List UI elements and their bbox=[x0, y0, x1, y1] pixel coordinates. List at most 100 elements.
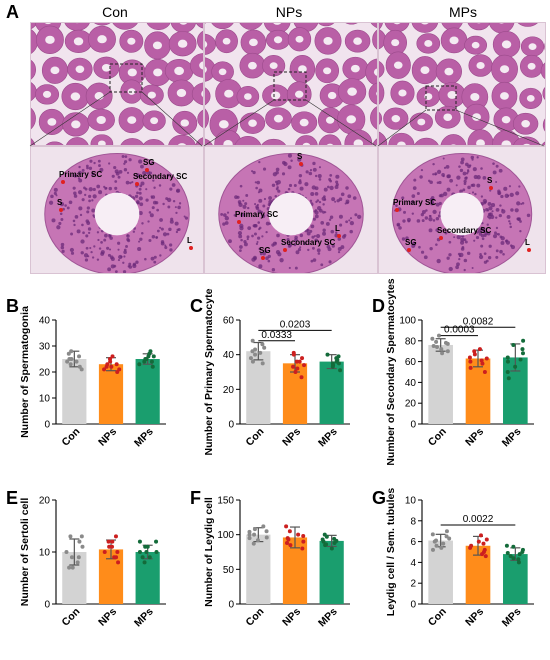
cell-nucleus bbox=[309, 199, 313, 203]
data-point bbox=[117, 367, 122, 372]
cell-nucleus bbox=[56, 225, 61, 230]
data-point bbox=[284, 524, 289, 529]
cell-nucleus bbox=[436, 258, 441, 264]
cell-nucleus bbox=[420, 168, 424, 172]
data-point bbox=[300, 356, 305, 361]
data-point bbox=[506, 376, 511, 381]
tubule-lumen bbox=[153, 68, 163, 77]
cell-nucleus bbox=[78, 170, 82, 175]
tubule-lumen bbox=[398, 89, 407, 97]
cell-nucleus bbox=[242, 204, 247, 209]
tubule-lumen bbox=[528, 43, 537, 51]
cell-nucleus bbox=[124, 155, 128, 159]
x-tick-label: Con bbox=[60, 606, 83, 629]
cell-nucleus bbox=[123, 162, 126, 165]
cell-nucleus bbox=[147, 220, 150, 223]
data-point bbox=[481, 541, 486, 546]
cell-nucleus bbox=[247, 226, 252, 231]
cell-nucleus bbox=[281, 172, 286, 176]
data-point bbox=[247, 532, 252, 537]
y-tick-label: 150 bbox=[217, 496, 234, 507]
cell-nucleus bbox=[328, 178, 332, 181]
cell-nucleus bbox=[257, 236, 261, 240]
cell-nucleus bbox=[477, 229, 482, 233]
cell-nucleus bbox=[272, 172, 277, 177]
cell-nucleus bbox=[330, 229, 335, 234]
cell-nucleus bbox=[108, 248, 112, 251]
data-point bbox=[252, 527, 257, 532]
data-point bbox=[107, 357, 112, 361]
tubule-lumen bbox=[101, 63, 111, 72]
cell-nucleus bbox=[129, 181, 132, 185]
data-point bbox=[151, 354, 156, 359]
tubule-lumen bbox=[417, 118, 426, 126]
x-tick-label: Con bbox=[426, 606, 449, 629]
data-point bbox=[69, 357, 74, 361]
cell-nucleus bbox=[139, 237, 143, 241]
data-point bbox=[64, 550, 69, 554]
tubule-lumen bbox=[179, 23, 188, 25]
data-point bbox=[301, 534, 306, 539]
cell-nucleus bbox=[244, 202, 248, 206]
cell-nucleus bbox=[114, 169, 119, 174]
cell-nucleus bbox=[482, 175, 487, 180]
cell-nucleus bbox=[428, 214, 431, 218]
cell-nucleus bbox=[317, 252, 321, 255]
cell-nucleus bbox=[262, 251, 266, 256]
cell-nucleus bbox=[138, 196, 143, 201]
cell-nucleus bbox=[73, 194, 78, 198]
cell-nucleus bbox=[507, 194, 510, 197]
cell-nucleus bbox=[138, 191, 142, 195]
cell-marker bbox=[61, 180, 65, 184]
label-secondary-sc: Secondary SC bbox=[437, 226, 491, 235]
cell-nucleus bbox=[51, 218, 56, 223]
cell-nucleus bbox=[258, 264, 263, 269]
tubule-lumen bbox=[249, 38, 258, 47]
cell-nucleus bbox=[224, 216, 230, 221]
tubule-lumen bbox=[373, 68, 377, 76]
cell-nucleus bbox=[314, 238, 319, 243]
y-tick-label: 0 bbox=[44, 600, 50, 611]
data-point bbox=[435, 345, 440, 350]
cell-nucleus bbox=[446, 256, 450, 260]
cell-nucleus bbox=[424, 216, 429, 220]
cell-nucleus bbox=[463, 179, 467, 184]
cell-nucleus bbox=[495, 180, 498, 183]
cell-nucleus bbox=[420, 250, 425, 254]
cell-nucleus bbox=[521, 201, 525, 205]
tubule-lumen bbox=[42, 90, 52, 98]
cell-nucleus bbox=[151, 206, 155, 210]
tubule-lumen bbox=[323, 36, 333, 45]
cell-nucleus bbox=[240, 238, 243, 242]
tubule-lumen bbox=[393, 23, 401, 25]
data-point bbox=[286, 537, 291, 542]
cell-nucleus bbox=[247, 206, 250, 210]
cell-nucleus bbox=[495, 208, 500, 212]
label-l: L bbox=[187, 236, 192, 245]
cell-nucleus bbox=[431, 201, 435, 204]
cell-nucleus bbox=[255, 242, 259, 246]
cell-nucleus bbox=[329, 174, 333, 177]
y-tick-label: 6 bbox=[410, 537, 416, 548]
data-point bbox=[505, 355, 510, 360]
cell-nucleus bbox=[314, 192, 319, 196]
cell-nucleus bbox=[61, 249, 65, 253]
p-value-label: 0.0022 bbox=[463, 514, 494, 525]
cell-nucleus bbox=[442, 191, 448, 197]
cell-nucleus bbox=[159, 218, 163, 222]
cell-nucleus bbox=[312, 258, 317, 262]
data-point bbox=[255, 538, 260, 543]
tubule-lumen bbox=[294, 90, 304, 98]
cell-nucleus bbox=[239, 184, 243, 188]
bar-con bbox=[428, 344, 453, 424]
cell-nucleus bbox=[81, 223, 84, 227]
data-point bbox=[294, 359, 299, 364]
cell-nucleus bbox=[469, 164, 472, 167]
cell-nucleus bbox=[462, 188, 466, 192]
tubule-lumen bbox=[218, 120, 229, 129]
tubule-lumen bbox=[391, 114, 401, 123]
cell-nucleus bbox=[398, 226, 402, 230]
cell-nucleus bbox=[222, 222, 226, 226]
cell-nucleus bbox=[121, 155, 125, 158]
tubule-lumen bbox=[271, 91, 281, 100]
